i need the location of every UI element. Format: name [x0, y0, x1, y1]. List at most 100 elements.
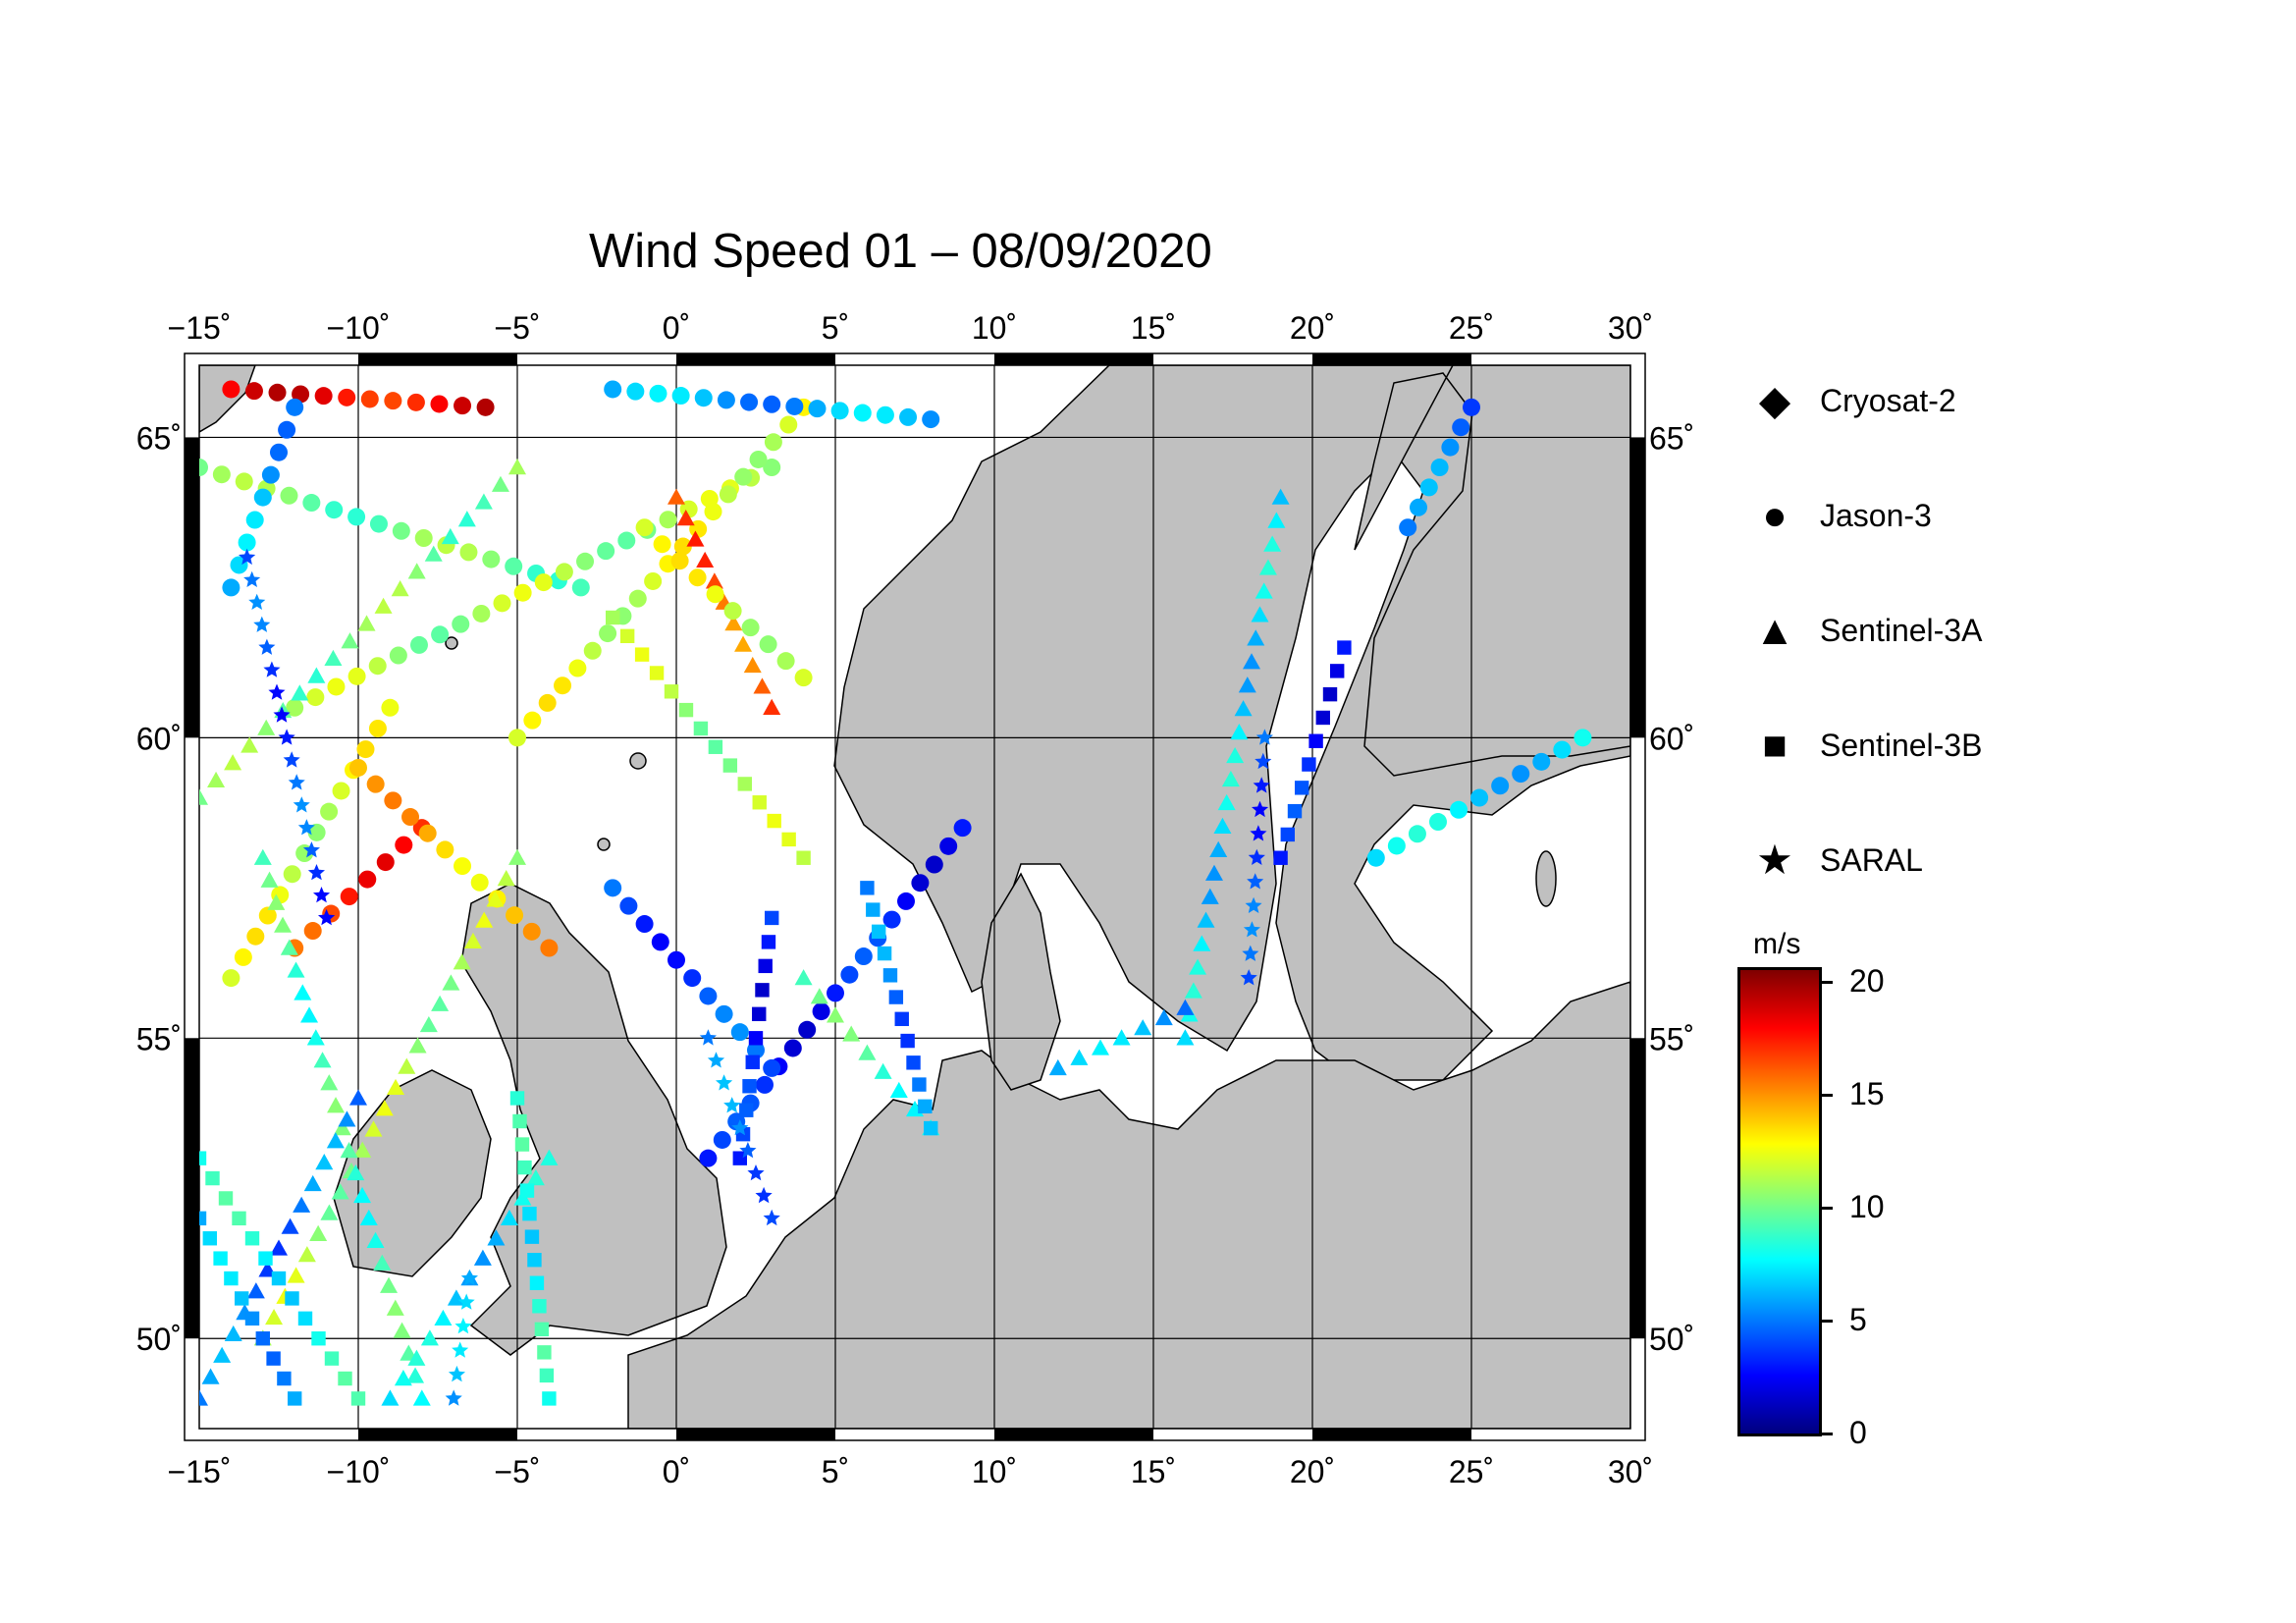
measurement-point [508, 729, 526, 747]
measurement-point [540, 939, 559, 957]
measurement-point [1234, 700, 1253, 717]
colorbar-tick: 0 [1849, 1415, 1867, 1450]
measurement-point [854, 947, 873, 966]
measurement-point [722, 758, 738, 773]
measurement-point [512, 1113, 527, 1129]
lat-tick-right: 65˚ [1649, 420, 1694, 456]
measurement-point [313, 1052, 332, 1068]
measurement-point [644, 571, 663, 590]
measurement-point [386, 1299, 404, 1316]
measurement-point [1092, 1039, 1109, 1055]
measurement-point [1408, 825, 1426, 843]
measurement-point [653, 535, 671, 554]
measurement-point [283, 751, 300, 768]
lon-tick-bottom: 0˚ [663, 1454, 690, 1489]
measurement-point [794, 969, 813, 986]
map-title: Wind Speed 01 – 08/09/2020 [589, 225, 1212, 278]
measurement-point [676, 510, 695, 526]
measurement-point [747, 1164, 765, 1181]
measurement-point [597, 542, 615, 561]
measurement-point [1330, 664, 1345, 678]
measurement-point [213, 1251, 228, 1266]
circle-icon: ● [1762, 492, 1788, 538]
measurement-point [1441, 438, 1460, 457]
lon-tick-top: 25˚ [1449, 310, 1494, 346]
measurement-point [699, 1029, 717, 1046]
lon-tick-top: 15˚ [1131, 310, 1176, 346]
measurement-point [380, 1276, 399, 1293]
measurement-point [288, 774, 305, 790]
measurement-point [265, 1308, 284, 1325]
measurement-point [576, 552, 595, 570]
measurement-point [526, 1169, 545, 1186]
measurement-point [235, 1291, 249, 1306]
measurement-point [374, 597, 393, 614]
measurement-point [723, 602, 742, 621]
measurement-point [748, 1031, 764, 1046]
measurement-point [1176, 1029, 1195, 1046]
measurement-point [238, 533, 256, 552]
measurement-point [571, 578, 590, 597]
measurement-point [539, 1368, 555, 1383]
measurement-point [871, 924, 886, 940]
measurement-point [939, 837, 958, 855]
measurement-point [747, 1041, 765, 1059]
measurement-point [619, 896, 638, 915]
measurement-point [387, 1078, 405, 1096]
colorbar-unit: m/s [1753, 928, 1801, 960]
measurement-point [470, 873, 489, 892]
measurement-point [1134, 1019, 1152, 1036]
measurement-point [755, 983, 770, 998]
frame-bar [994, 1429, 1153, 1440]
land-island [629, 752, 647, 770]
colorbar-tick-mark [1819, 1433, 1833, 1435]
measurement-point [331, 1183, 349, 1200]
measurement-point [529, 1275, 545, 1290]
measurement-point [306, 1029, 325, 1046]
lon-tick-bottom: 15˚ [1131, 1454, 1176, 1489]
measurement-point [463, 932, 482, 949]
measurement-point [313, 887, 331, 903]
legend-label: Cryosat-2 [1820, 382, 1956, 418]
measurement-point [542, 1391, 557, 1406]
measurement-point [534, 573, 553, 592]
measurement-point [1273, 850, 1288, 865]
measurement-point [1315, 710, 1330, 726]
measurement-point [696, 551, 715, 568]
measurement-point [392, 521, 410, 540]
measurement-point [731, 1119, 749, 1136]
measurement-point [858, 1044, 877, 1060]
measurement-point [635, 915, 654, 934]
measurement-point [285, 1291, 299, 1306]
measurement-point [634, 647, 650, 662]
measurement-point [232, 1211, 246, 1226]
measurement-point [288, 1391, 302, 1406]
measurement-point [1213, 817, 1232, 835]
measurement-point [1366, 848, 1385, 867]
measurement-point [1470, 788, 1489, 807]
measurement-point [441, 527, 459, 545]
measurement-point [534, 1322, 550, 1337]
measurement-point [307, 667, 326, 683]
measurement-point [517, 1160, 532, 1175]
measurement-point [745, 1055, 760, 1069]
measurement-point [430, 395, 449, 413]
measurement-point [389, 646, 407, 665]
measurement-point [338, 1110, 356, 1127]
measurement-point [260, 871, 279, 888]
lat-tick-left: 65˚ [136, 420, 182, 456]
measurement-point [412, 1389, 431, 1406]
measurement-point [763, 459, 781, 477]
lon-tick-bottom: −15˚ [168, 1454, 232, 1489]
measurement-point [414, 529, 433, 548]
measurement-point [324, 649, 343, 667]
colorbar-tick: 15 [1849, 1075, 1885, 1111]
measurement-point [420, 1329, 439, 1346]
measurement-point [474, 493, 493, 510]
measurement-point [487, 1229, 506, 1246]
frame-bar [1630, 1038, 1645, 1339]
measurement-point [384, 392, 402, 410]
measurement-point [717, 391, 735, 409]
measurement-point [222, 578, 240, 597]
measurement-point [1271, 488, 1290, 505]
